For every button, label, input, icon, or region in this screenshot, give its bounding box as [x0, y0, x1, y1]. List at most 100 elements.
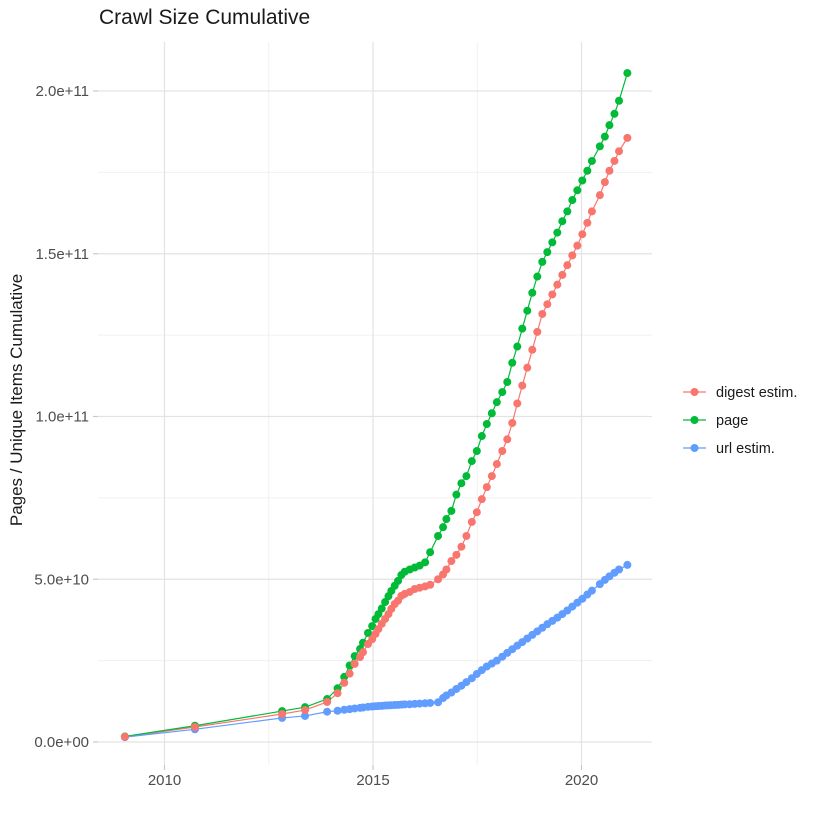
x-tick-label: 2010 [148, 772, 181, 789]
data-point-digest-estim- [578, 230, 586, 238]
data-point-url-estim- [588, 587, 596, 595]
data-point-page [473, 447, 481, 455]
data-point-digest-estim- [513, 399, 521, 407]
data-point-digest-estim- [426, 581, 434, 589]
data-point-digest-estim- [452, 551, 460, 559]
data-point-digest-estim- [447, 557, 455, 565]
data-point-digest-estim- [601, 178, 609, 186]
data-point-digest-estim- [573, 242, 581, 250]
data-point-page [588, 157, 596, 165]
data-point-digest-estim- [596, 191, 604, 199]
data-point-digest-estim- [340, 679, 348, 687]
legend-key-dot [691, 388, 699, 396]
data-point-digest-estim- [503, 435, 511, 443]
data-point-page [553, 229, 561, 237]
data-point-digest-estim- [468, 518, 476, 526]
data-point-digest-estim- [610, 157, 618, 165]
data-point-page [568, 196, 576, 204]
data-point-page [439, 523, 447, 531]
data-point-page [508, 359, 516, 367]
data-point-page [426, 548, 434, 556]
data-point-digest-estim- [473, 508, 481, 516]
data-point-digest-estim- [346, 670, 354, 678]
data-point-digest-estim- [483, 483, 491, 491]
data-point-digest-estim- [518, 382, 526, 390]
data-point-digest-estim- [478, 495, 486, 503]
data-point-digest-estim- [523, 364, 531, 372]
data-point-page [605, 121, 613, 129]
data-point-page [518, 325, 526, 333]
y-tick-label: 1.5e+11 [35, 246, 89, 263]
data-point-page [623, 69, 631, 77]
data-point-url-estim- [323, 708, 331, 716]
data-point-page [513, 343, 521, 351]
data-point-digest-estim- [615, 147, 623, 155]
data-point-page [538, 258, 546, 266]
y-tick-label: 5.0e+10 [34, 571, 89, 588]
data-point-page [478, 432, 486, 440]
data-point-page [528, 289, 536, 297]
data-point-digest-estim- [588, 207, 596, 215]
data-point-digest-estim- [553, 281, 561, 289]
data-point-page [610, 110, 618, 118]
legend-label: url estim. [716, 441, 775, 457]
data-point-digest-estim- [334, 689, 342, 697]
data-point-page [533, 273, 541, 281]
data-point-digest-estim- [462, 532, 470, 540]
data-point-digest-estim- [493, 460, 501, 468]
data-point-page [573, 186, 581, 194]
data-point-digest-estim- [351, 660, 359, 668]
data-point-digest-estim- [558, 271, 566, 279]
data-point-page [596, 142, 604, 150]
data-point-digest-estim- [548, 290, 556, 298]
data-point-digest-estim- [583, 219, 591, 227]
x-tick-label: 2015 [356, 772, 389, 789]
y-axis-title: Pages / Unique Items Cumulative [7, 274, 26, 526]
data-point-page [558, 217, 566, 225]
data-point-digest-estim- [538, 310, 546, 318]
data-point-url-estim- [623, 561, 631, 569]
data-point-digest-estim- [359, 648, 367, 656]
series-line-digest-estim- [125, 138, 627, 737]
data-point-page [615, 97, 623, 105]
data-point-page [434, 532, 442, 540]
data-point-digest-estim- [508, 419, 516, 427]
data-point-page [563, 207, 571, 215]
data-point-page [493, 398, 501, 406]
data-point-digest-estim- [488, 472, 496, 480]
data-point-page [498, 388, 506, 396]
data-point-page [468, 457, 476, 465]
data-point-digest-estim- [543, 300, 551, 308]
data-point-page [442, 515, 450, 523]
data-point-page [421, 558, 429, 566]
legend-label: digest estim. [716, 385, 797, 401]
data-point-page [548, 238, 556, 246]
y-tick-label: 2.0e+11 [35, 83, 89, 100]
data-point-digest-estim- [623, 134, 631, 142]
data-point-page [452, 491, 460, 499]
series-line-url-estim- [125, 565, 627, 737]
data-point-digest-estim- [191, 723, 199, 731]
data-point-page [543, 248, 551, 256]
data-point-digest-estim- [605, 167, 613, 175]
data-point-digest-estim- [323, 698, 331, 706]
data-point-page [462, 472, 470, 480]
data-point-digest-estim- [533, 328, 541, 336]
data-point-page [447, 507, 455, 515]
data-point-page [488, 409, 496, 417]
legend-label: page [716, 413, 748, 429]
data-point-digest-estim- [498, 447, 506, 455]
data-point-digest-estim- [278, 710, 286, 718]
data-point-digest-estim- [442, 565, 450, 573]
data-point-page [523, 307, 531, 315]
data-point-digest-estim- [301, 706, 309, 714]
data-point-page [601, 133, 609, 141]
legend-key-dot [691, 416, 699, 424]
legend-key-dot [691, 444, 699, 452]
data-point-page [583, 167, 591, 175]
data-point-url-estim- [426, 699, 434, 707]
x-tick-label: 2020 [565, 772, 598, 789]
data-point-page [503, 378, 511, 386]
data-point-page [578, 177, 586, 185]
crawl-size-cumulative-figure: Crawl Size Cumulative 2010201520200.0e+0… [0, 0, 826, 827]
